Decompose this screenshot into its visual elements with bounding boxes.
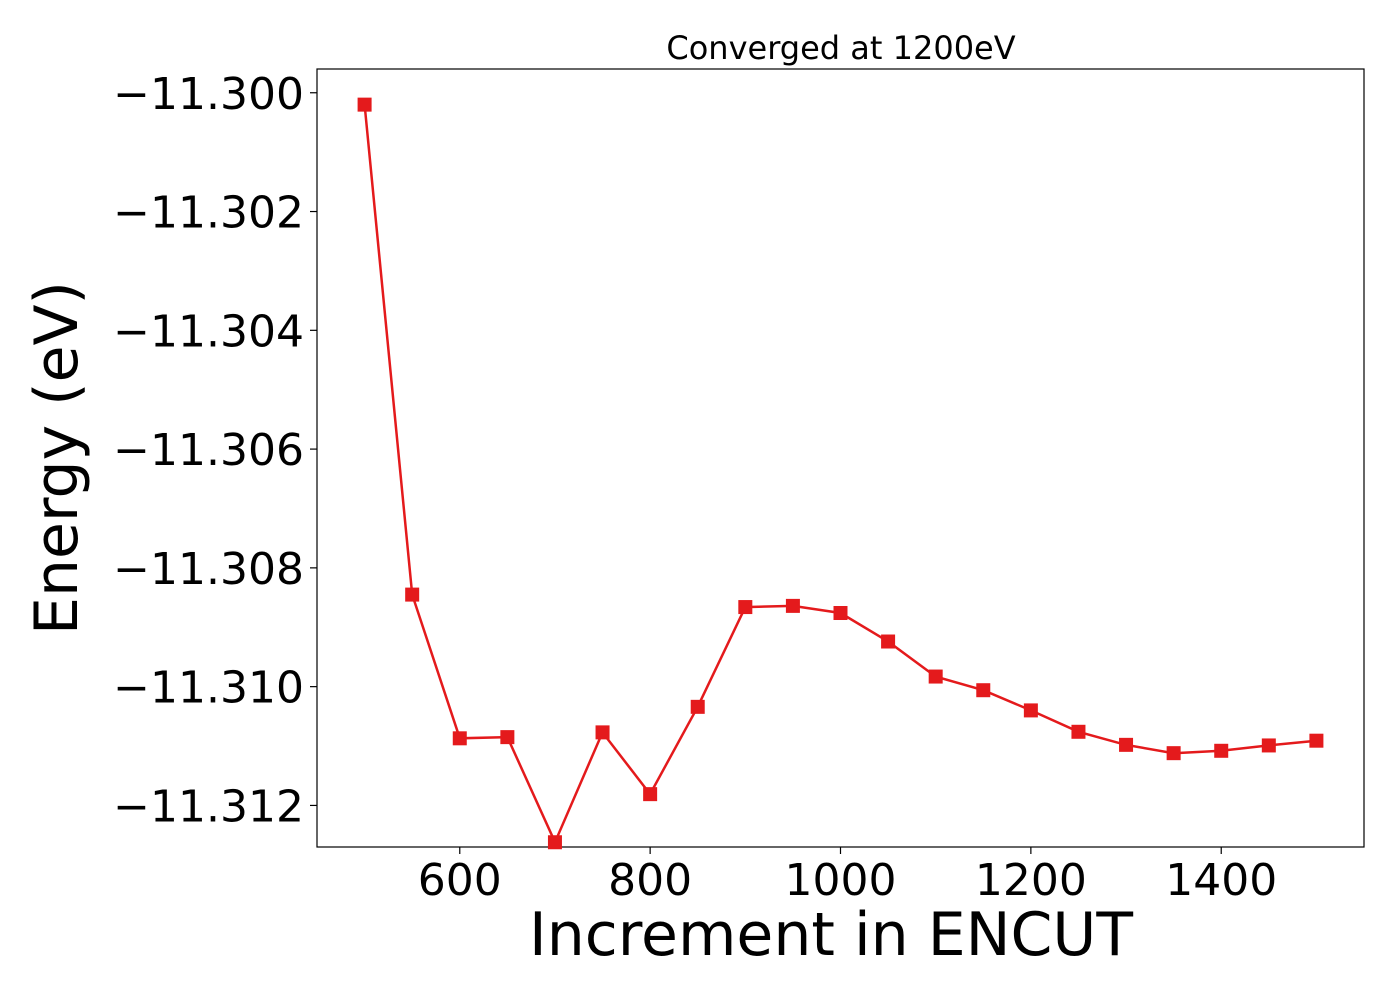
data-point-marker bbox=[1261, 738, 1276, 753]
y-tick-label: −11.300 bbox=[113, 69, 304, 120]
data-point-marker bbox=[357, 97, 372, 112]
series-layer bbox=[357, 97, 1324, 850]
plot-area-frame bbox=[316, 68, 1365, 848]
y-axis-label: Energy (eV) bbox=[22, 281, 92, 635]
data-point-marker bbox=[785, 598, 800, 613]
y-tick-label: −11.306 bbox=[113, 425, 304, 476]
y-tick-label: −11.308 bbox=[113, 544, 304, 595]
data-point-marker bbox=[643, 787, 658, 802]
data-point-marker bbox=[833, 606, 848, 621]
data-point-marker bbox=[690, 699, 705, 714]
y-tick-label: −11.302 bbox=[113, 188, 304, 239]
data-point-marker bbox=[738, 600, 753, 615]
data-point-marker bbox=[547, 835, 562, 850]
y-tick-label: −11.304 bbox=[113, 306, 304, 357]
data-point-marker bbox=[500, 730, 515, 745]
x-axis: 600 800 1000 1200 1400 bbox=[418, 847, 1277, 906]
data-point-marker bbox=[595, 725, 610, 740]
data-point-marker bbox=[1166, 746, 1181, 761]
data-point-marker bbox=[1309, 733, 1324, 748]
y-tick-label: −11.310 bbox=[113, 663, 304, 714]
x-tick-label: 1000 bbox=[785, 855, 897, 906]
data-point-marker bbox=[881, 634, 896, 649]
data-point-marker bbox=[928, 669, 943, 684]
data-point-marker bbox=[452, 731, 467, 746]
data-point-marker bbox=[1023, 703, 1038, 718]
data-point-marker bbox=[1119, 737, 1134, 752]
data-point-marker bbox=[1071, 724, 1086, 739]
x-tick-label: 1400 bbox=[1165, 855, 1277, 906]
chart-title: Converged at 1200eV bbox=[666, 29, 1015, 67]
data-point-marker bbox=[405, 587, 420, 602]
x-tick-label: 800 bbox=[608, 855, 692, 906]
x-axis-label: Increment in ENCUT bbox=[529, 900, 1133, 970]
y-axis: −11.300 −11.302 −11.304 −11.306 −11.308 −11.3… bbox=[113, 69, 317, 832]
data-point-marker bbox=[976, 683, 991, 698]
data-point-marker bbox=[1214, 743, 1229, 758]
y-tick-label: −11.312 bbox=[113, 781, 304, 832]
x-tick-label: 1200 bbox=[975, 855, 1087, 906]
x-tick-label: 600 bbox=[418, 855, 502, 906]
